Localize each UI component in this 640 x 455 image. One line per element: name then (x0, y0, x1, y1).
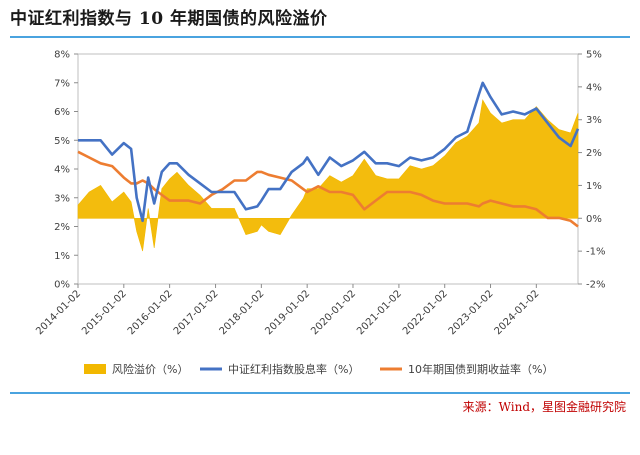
x-tick-label: 2014-01-02 (34, 288, 83, 337)
x-tick-label: 2023-01-02 (447, 288, 496, 337)
legend: 风险溢价（%） 中证红利指数股息率（%） 10年期国债到期收益率（%） (84, 362, 553, 376)
premium-area-layer (78, 100, 578, 251)
x-tick-label: 2016-01-02 (126, 288, 175, 337)
left-tick-label: 8% (54, 50, 70, 61)
left-tick-label: 0% (54, 280, 70, 291)
premium-area (78, 100, 578, 251)
right-tick-label: 4% (586, 82, 602, 93)
right-tick-label: -2% (586, 280, 605, 291)
x-tick-label: 2022-01-02 (401, 288, 450, 337)
source-note: 来源：Wind，星图金融研究院 (463, 398, 626, 415)
right-tick-label: 3% (586, 115, 602, 126)
left-tick-label: 3% (54, 193, 70, 204)
left-tick-label: 2% (54, 222, 70, 233)
right-tick-label: 5% (586, 50, 602, 61)
right-tick-label: 1% (586, 181, 602, 192)
left-tick-label: 4% (54, 165, 70, 176)
x-tick-label: 2024-01-02 (493, 288, 542, 337)
x-tick-label: 2015-01-02 (80, 288, 129, 337)
legend-swatch-premium (84, 364, 106, 374)
left-tick-label: 5% (54, 136, 70, 147)
legend-label: 风险溢价（%） (112, 362, 188, 376)
left-tick-label: 6% (54, 107, 70, 118)
legend-label: 中证红利指数股息率（%） (228, 362, 359, 376)
bottom-divider (10, 392, 630, 394)
x-tick-label: 2017-01-02 (172, 288, 221, 337)
chart: 0% 1% 2% 3% 4% 5% 6% 7% 8% -2% -1% 0% 1% 2% 3% 4% 5% 2014… (0, 0, 640, 390)
right-tick-label: 2% (586, 148, 602, 159)
right-tick-label: -1% (586, 247, 605, 258)
left-tick-label: 1% (54, 251, 70, 262)
legend-label: 10年期国债到期收益率（%） (408, 362, 553, 376)
x-tick-label: 2021-01-02 (355, 288, 404, 337)
left-tick-label: 7% (54, 78, 70, 89)
x-tick-label: 2018-01-02 (218, 288, 267, 337)
x-tick-label: 2020-01-02 (309, 288, 358, 337)
x-tick-label: 2019-01-02 (263, 288, 312, 337)
right-tick-label: 0% (586, 214, 602, 225)
